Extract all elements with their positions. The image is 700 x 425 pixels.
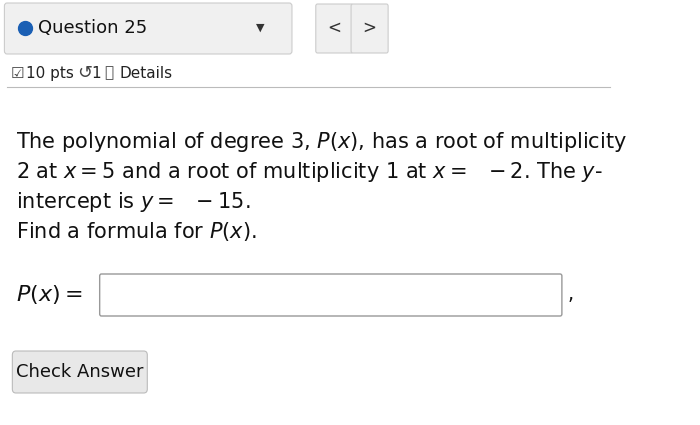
Text: Find a formula for $P(x)$.: Find a formula for $P(x)$.: [16, 220, 257, 243]
FancyBboxPatch shape: [351, 4, 388, 53]
Text: 2 at $x = 5$ and a root of multiplicity 1 at $x =\ \ -2$. The $y$-: 2 at $x = 5$ and a root of multiplicity …: [16, 160, 603, 184]
FancyBboxPatch shape: [4, 3, 292, 54]
Text: >: >: [363, 19, 377, 37]
Text: 1: 1: [92, 65, 102, 80]
Text: ,: ,: [567, 286, 573, 304]
Text: Check Answer: Check Answer: [16, 363, 144, 381]
Text: <: <: [328, 19, 342, 37]
FancyBboxPatch shape: [99, 274, 562, 316]
Text: ⓘ: ⓘ: [104, 65, 113, 80]
Text: ☑: ☑: [10, 65, 25, 80]
FancyBboxPatch shape: [316, 4, 353, 53]
Text: intercept is $y =\ \ -15$.: intercept is $y =\ \ -15$.: [16, 190, 251, 214]
Text: The polynomial of degree 3, $P(x)$, has a root of multiplicity: The polynomial of degree 3, $P(x)$, has …: [16, 130, 627, 154]
Text: ▼: ▼: [256, 23, 265, 32]
Text: Question 25: Question 25: [38, 19, 147, 37]
Text: $P(x) =$: $P(x) =$: [16, 283, 83, 306]
Text: Details: Details: [120, 65, 173, 80]
Text: ↺: ↺: [78, 64, 92, 82]
FancyBboxPatch shape: [13, 351, 147, 393]
Text: 10 pts: 10 pts: [27, 65, 74, 80]
